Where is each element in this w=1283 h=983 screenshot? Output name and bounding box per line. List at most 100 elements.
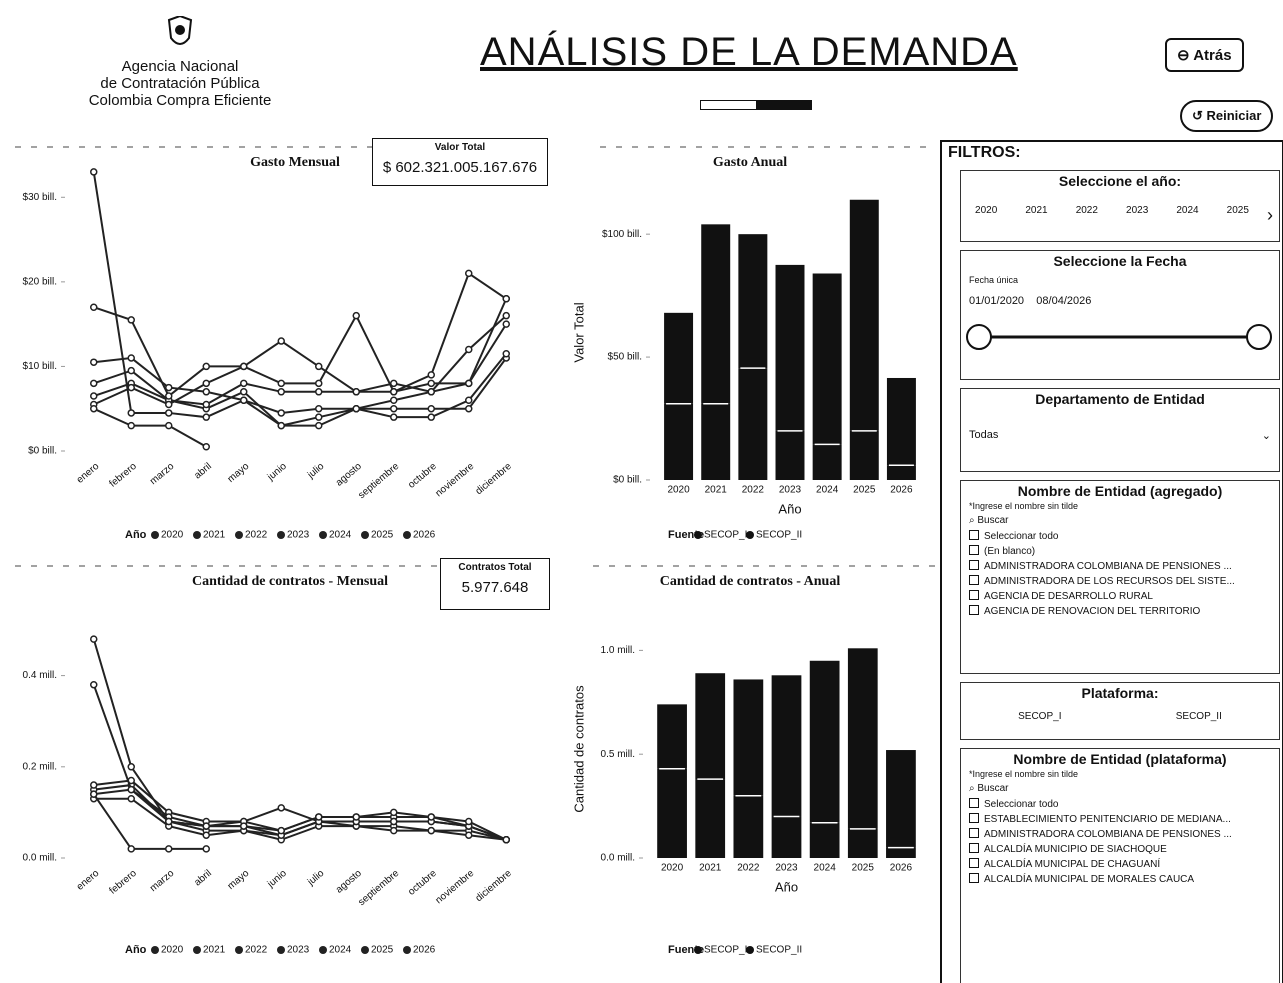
line-marker	[277, 804, 285, 812]
line	[93, 407, 207, 448]
line-marker	[465, 831, 473, 839]
entity-aggregate-filter: Nombre de Entidad (agregado) *Ingrese el…	[960, 480, 1280, 674]
entity-list: Seleccionar todo ESTABLECIMIENTO PENITENC…	[961, 798, 1279, 885]
y-tick-label: 1.0 mill.	[601, 645, 635, 656]
date-end[interactable]: 08/04/2026	[1036, 295, 1092, 307]
year-option[interactable]: 2023	[1126, 205, 1149, 216]
date-start[interactable]: 01/01/2020	[969, 295, 1025, 307]
x-tick-label: septiembre	[356, 868, 401, 909]
legend-swatch	[151, 531, 159, 539]
bar-segment	[886, 465, 916, 480]
line-marker	[202, 379, 210, 388]
hint: *Ingrese el nombre sin tilde	[969, 501, 1079, 511]
kpi-label: Valor Total	[434, 142, 486, 153]
search-box[interactable]: ⌕ Buscar	[969, 783, 1009, 794]
line-marker	[90, 392, 98, 400]
legend-swatch	[403, 531, 411, 539]
line	[92, 684, 507, 841]
x-tick-label: marzo	[148, 868, 177, 895]
legend-label: 2026	[413, 945, 436, 956]
bar-segment	[847, 828, 878, 858]
search-label: Buscar	[977, 783, 1009, 794]
year-option[interactable]: 2024	[1176, 205, 1199, 216]
legend-title: Fuente	[668, 944, 704, 956]
bar-segment	[664, 312, 694, 404]
dropdown[interactable]: Todas ⌄	[969, 429, 1271, 442]
line-marker	[465, 396, 473, 405]
chart-title: Cantidad de contratos - Mensual	[192, 574, 388, 589]
x-axis-label: Año	[778, 501, 801, 516]
entity-item[interactable]: ADMINISTRADORA DE LOS RECURSOS DEL SISTE…	[969, 575, 1271, 587]
line-marker	[502, 295, 510, 303]
line-marker	[90, 680, 98, 689]
line-marker	[277, 421, 285, 430]
entity-list: Seleccionar todo (En blanco) ADMINISTRADOR…	[961, 530, 1279, 617]
y-tick-label: 0.4 mill.	[23, 670, 57, 681]
year-option[interactable]: 2020	[975, 205, 998, 216]
line-marker	[277, 409, 285, 417]
legend-label: SECOP_I	[704, 530, 747, 541]
legend-label: 2020	[161, 530, 184, 541]
line-marker	[465, 269, 473, 278]
bar-segment	[771, 816, 802, 858]
line-marker	[90, 168, 98, 176]
entity-item[interactable]: AGENCIA DE RENOVACION DEL TERRITORIO	[969, 605, 1271, 617]
bar-segment	[657, 768, 687, 858]
bar-segment	[886, 847, 916, 858]
legend-swatch	[277, 531, 285, 539]
logo-line: de Contratación Pública	[100, 75, 260, 92]
legend-swatch	[193, 531, 201, 539]
line-marker	[390, 808, 398, 817]
bar-segment	[738, 368, 768, 480]
legend-label: 2026	[413, 530, 436, 541]
entity-item[interactable]: ESTABLECIMIENTO PENITENCIARIO DE MEDIANA…	[969, 813, 1271, 825]
chart-title: Cantidad de contratos - Anual	[660, 574, 841, 589]
line-marker	[202, 443, 210, 451]
legend-label: 2024	[329, 530, 352, 541]
line	[92, 793, 207, 850]
entity-item[interactable]: ADMINISTRADORA COLOMBIANA DE PENSIONES .…	[969, 828, 1271, 840]
legend-swatch	[746, 946, 754, 954]
y-tick-label: $100 bill.	[602, 229, 642, 240]
entity-item[interactable]: ADMINISTRADORA COLOMBIANA DE PENSIONES .…	[969, 560, 1271, 572]
reset-button[interactable]: ↺ Reiniciar	[1180, 100, 1274, 132]
x-tick-label: 2023	[779, 485, 802, 496]
entity-item[interactable]: ALCALDÍA MUNICIPAL DE CHAGUANÍ	[969, 858, 1271, 870]
legend-swatch	[277, 946, 285, 954]
x-tick-label: febrero	[108, 868, 140, 897]
search-box[interactable]: ⌕ Buscar	[969, 515, 1009, 526]
legend-label: 2022	[245, 530, 268, 541]
bar-segment	[886, 750, 916, 848]
platform-filter: Plataforma: SECOP_I SECOP_II	[960, 682, 1280, 740]
year-option[interactable]: 2022	[1075, 205, 1098, 216]
platform-option[interactable]: SECOP_I	[1018, 711, 1062, 722]
kpi-card: Contratos Total 5.977.648	[440, 558, 550, 610]
date-slider[interactable]	[961, 317, 1277, 357]
x-tick-label: mayo	[226, 868, 252, 892]
entity-item[interactable]: ALCALDÍA MUNICIPIO DE SIACHOQUE	[969, 843, 1271, 855]
line-marker	[240, 388, 248, 396]
entity-platform-filter: Nombre de Entidad (plataforma) *Ingrese …	[960, 748, 1280, 983]
bar-segment	[657, 704, 687, 769]
entity-item[interactable]: Seleccionar todo	[969, 798, 1271, 810]
year-option[interactable]: 2021	[1025, 205, 1048, 216]
line-marker	[90, 790, 98, 798]
line-marker	[202, 822, 210, 830]
bar-segment	[849, 430, 879, 480]
back-button[interactable]: ⊖ Atrás	[1165, 38, 1244, 72]
entity-item[interactable]: (En blanco)	[969, 545, 1271, 557]
x-tick-label: julio	[305, 461, 327, 482]
entity-item[interactable]: Seleccionar todo	[969, 530, 1271, 542]
entity-item[interactable]: ALCALDÍA MUNICIPAL DE MORALES CAUCA	[969, 873, 1271, 885]
entity-item[interactable]: AGENCIA DE DESARROLLO RURAL	[969, 590, 1271, 602]
platform-option[interactable]: SECOP_II	[1175, 711, 1222, 722]
bar-segment	[809, 822, 840, 858]
x-tick-label: junio	[265, 868, 289, 891]
year-option[interactable]: 2025	[1226, 205, 1249, 216]
bar-segment	[775, 264, 805, 431]
x-tick-label: agosto	[334, 868, 364, 896]
x-tick-label: noviembre	[434, 461, 477, 500]
next-arrow[interactable]: ›	[1267, 205, 1273, 225]
line	[92, 638, 507, 841]
line-marker	[127, 794, 135, 803]
